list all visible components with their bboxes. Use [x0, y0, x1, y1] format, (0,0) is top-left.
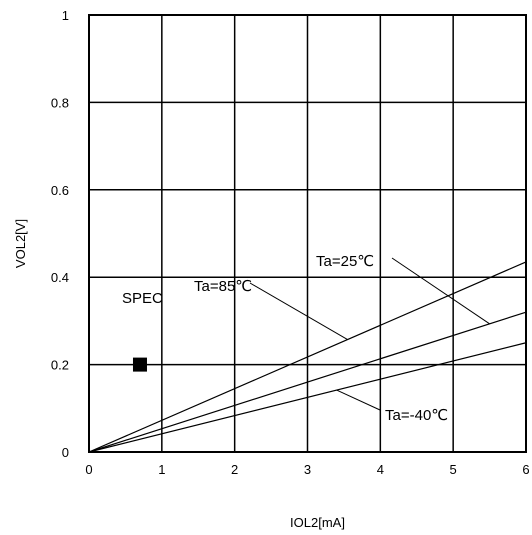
annotation-leader [391, 257, 490, 325]
annotation-leader [336, 389, 381, 411]
x-tick-label: 5 [450, 462, 457, 477]
y-tick-label: 0.2 [51, 358, 69, 373]
series-line [88, 261, 527, 453]
y-tick-label: 0.4 [51, 270, 69, 285]
annotation-label: Ta=-40℃ [385, 407, 448, 424]
x-axis-label: IOL2[mA] [290, 515, 345, 530]
x-tick-label: 6 [522, 462, 529, 477]
x-tick-label: 2 [231, 462, 238, 477]
x-tick-label: 0 [85, 462, 92, 477]
tick-labels: 0 1 2 3 4 5 6 0 0.2 0.4 0.6 0.8 1 [51, 8, 530, 477]
x-tick-label: 3 [304, 462, 311, 477]
y-tick-label: 0.8 [51, 95, 69, 110]
plot-frame [88, 14, 527, 453]
series-line [88, 311, 527, 453]
y-tick-label: 0 [62, 445, 69, 460]
spec-label: SPEC [122, 290, 163, 307]
grid [89, 15, 526, 452]
y-axis-label: VOL2[V] [13, 219, 28, 268]
annotation-label: Ta=85℃ [194, 278, 252, 295]
x-tick-label: 1 [158, 462, 165, 477]
y-tick-label: 1 [62, 8, 69, 23]
annotations: Ta=25℃ Ta=85℃ Ta=-40℃ [194, 253, 490, 424]
series-lines [88, 261, 527, 453]
series-line [88, 342, 527, 453]
x-tick-label: 4 [377, 462, 384, 477]
spec-marker [132, 357, 147, 372]
annotation-label: Ta=25℃ [316, 253, 374, 270]
y-tick-label: 0.6 [51, 183, 69, 198]
annotation-leader [249, 282, 348, 340]
